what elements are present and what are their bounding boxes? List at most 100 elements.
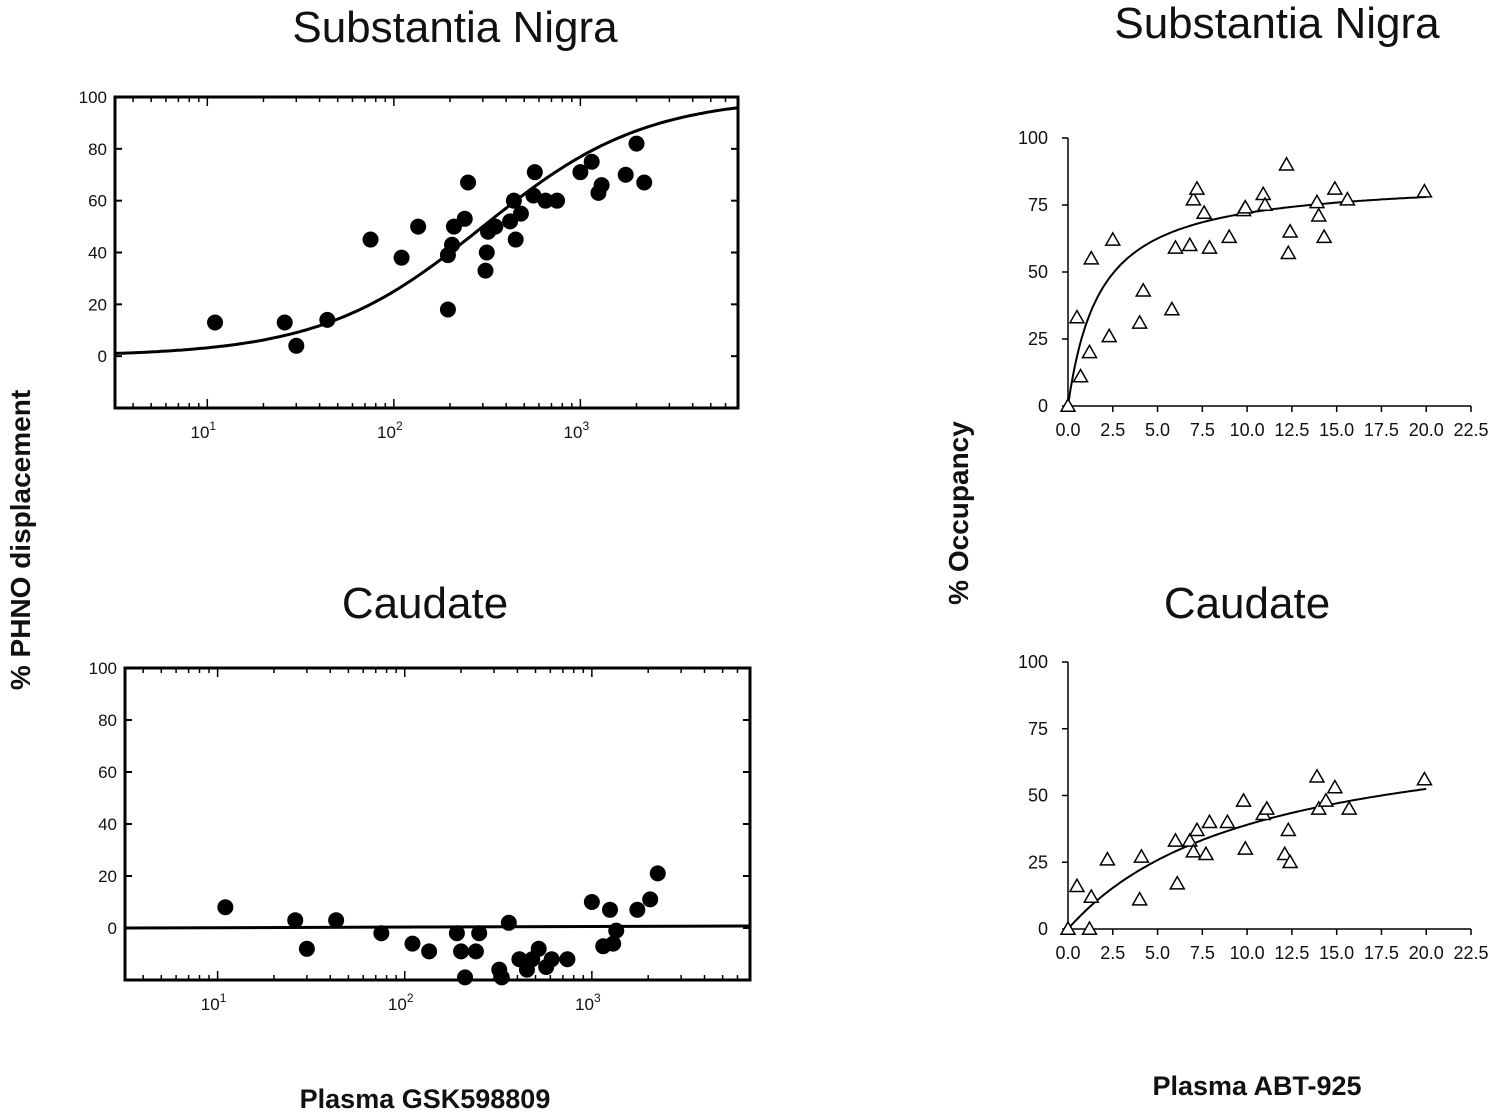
fit-curve <box>1067 196 1427 407</box>
data-point <box>1059 920 1077 935</box>
x-tick-label: 0.0 <box>1055 420 1080 440</box>
data-point <box>636 174 653 191</box>
fit-curve <box>1067 787 1427 930</box>
data-point <box>628 135 645 152</box>
data-point <box>288 337 305 354</box>
x-tick-label: 5.0 <box>1145 943 1170 963</box>
data-point <box>1181 832 1199 847</box>
data-point <box>512 205 529 222</box>
x-tick-label: 15.0 <box>1319 943 1354 963</box>
data-point <box>471 925 488 942</box>
data-point <box>608 922 625 939</box>
data-point <box>287 912 304 929</box>
data-point <box>1201 239 1218 254</box>
y-tick-label: 50 <box>1028 262 1048 282</box>
x-tick-label: 2.5 <box>1100 420 1125 440</box>
plot-frame <box>113 95 740 410</box>
y-tick-label: 25 <box>1028 852 1048 872</box>
data-point <box>1201 813 1218 829</box>
data-point <box>1082 888 1100 903</box>
data-point <box>1340 800 1358 815</box>
data-point <box>593 177 610 194</box>
data-point <box>1308 193 1326 209</box>
x-tick-label: 22.5 <box>1453 420 1488 440</box>
x-tick-label: 10.0 <box>1230 943 1265 963</box>
data-point <box>217 899 234 916</box>
data-point <box>507 231 524 248</box>
x-tick-label: 2.5 <box>1100 943 1125 963</box>
data-point <box>478 244 495 261</box>
y-tick-label: 75 <box>1028 719 1048 739</box>
x-tick-label: 0.0 <box>1055 943 1080 963</box>
data-point <box>1068 877 1086 893</box>
data-point <box>207 314 224 331</box>
data-point <box>525 187 542 204</box>
data-point <box>443 236 460 253</box>
data-point <box>493 969 510 986</box>
data-point <box>549 192 566 209</box>
left-x-axis-label: Plasma GSK598809 <box>300 1084 551 1114</box>
data-point <box>276 314 293 331</box>
data-point <box>1168 875 1186 890</box>
data-point <box>649 865 666 882</box>
x-tick-label: 12.5 <box>1274 943 1309 963</box>
data-point <box>457 969 474 986</box>
data-point <box>1237 840 1254 855</box>
data-point <box>1326 778 1344 794</box>
panel-title-caudate-abt: Caudate <box>1164 579 1330 628</box>
x-tick-label: 20.0 <box>1409 420 1444 440</box>
data-point <box>1280 821 1297 837</box>
y-tick-label: 75 <box>1028 195 1048 215</box>
y-tick-label: 0 <box>98 347 107 366</box>
data-point <box>1104 231 1122 246</box>
data-point <box>1237 199 1254 214</box>
panel-title-sn-gsk: Substantia Nigra <box>292 3 618 52</box>
data-point <box>1131 891 1148 906</box>
x-tick-label: 5.0 <box>1145 420 1170 440</box>
y-tick-label: 0 <box>1038 396 1048 416</box>
data-point <box>1416 183 1433 198</box>
data-point <box>456 210 473 227</box>
data-point <box>1315 228 1333 244</box>
x-tick-label: 103 <box>575 991 601 1014</box>
data-point <box>1134 282 1152 297</box>
y-tick-label: 40 <box>98 815 117 834</box>
data-point <box>393 249 410 266</box>
data-point <box>1068 309 1086 324</box>
data-point <box>421 943 438 960</box>
data-point <box>1310 800 1328 815</box>
data-point <box>1133 848 1150 863</box>
panel-title-sn-abt: Substantia Nigra <box>1114 0 1440 48</box>
data-point <box>1281 223 1299 238</box>
right-y-axis-label: % Occupancy <box>943 421 974 605</box>
data-point <box>1100 327 1118 343</box>
data-point <box>1188 180 1206 195</box>
data-point <box>642 891 659 908</box>
data-point <box>1099 851 1116 866</box>
data-point <box>1256 196 1274 211</box>
x-tick-label: 101 <box>201 991 227 1014</box>
data-point <box>439 301 456 318</box>
data-point <box>1416 770 1433 786</box>
x-tick-label: 20.0 <box>1409 943 1444 963</box>
data-point <box>1163 301 1181 316</box>
data-point <box>629 901 646 918</box>
left-y-axis-label: % PHNO displacement <box>5 390 36 690</box>
y-tick-label: 50 <box>1028 786 1048 806</box>
data-point <box>505 192 522 209</box>
y-tick-label: 100 <box>79 88 107 107</box>
x-tick-label: 22.5 <box>1453 943 1488 963</box>
y-tick-label: 0 <box>1038 919 1048 939</box>
data-point <box>373 925 390 942</box>
y-tick-label: 100 <box>1018 652 1048 672</box>
data-point <box>617 166 634 183</box>
data-point <box>605 935 622 952</box>
fit-curve <box>124 924 751 930</box>
data-point <box>1059 397 1077 412</box>
data-point <box>1081 343 1098 359</box>
y-tick-label: 25 <box>1028 329 1048 349</box>
chart-caudate-gsk598809: 0 20 40 60 80 100 101 102 103 <box>89 659 752 1014</box>
data-point <box>467 943 484 960</box>
chart-sn-gsk598809: 0 20 40 60 80 100 101 102 103 <box>79 88 740 442</box>
data-point <box>543 951 560 968</box>
